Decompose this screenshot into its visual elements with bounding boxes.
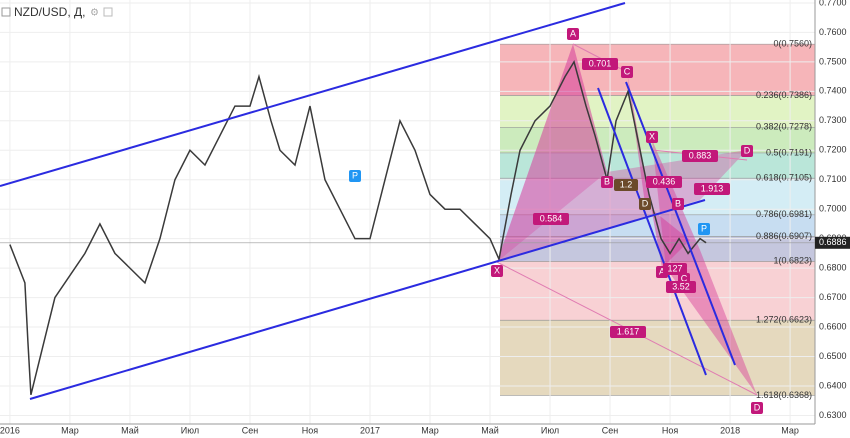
price-axis [815, 0, 850, 438]
annotation-box [533, 213, 569, 225]
annotation: 0.883 [689, 150, 712, 160]
annotation-box [698, 223, 710, 235]
annotation: 127 [667, 263, 682, 273]
annotation-box [672, 198, 684, 210]
annotation: 0.701 [589, 58, 612, 68]
annotation: P [701, 223, 707, 233]
annotation: C [624, 66, 631, 76]
annotation: A [659, 266, 665, 276]
annotation-box [601, 176, 613, 188]
x-tick-label: Ноя [302, 425, 319, 435]
annotation-box [582, 58, 618, 70]
fib-label: 1.618(0.6368) [756, 390, 812, 400]
annotation: B [675, 198, 681, 208]
fib-label: 0.618(0.7105) [756, 173, 812, 183]
annotation: C [681, 273, 688, 283]
trend-line [597, 87, 707, 376]
annotation-box [751, 402, 763, 414]
fib-band [500, 44, 815, 96]
x-tick-label: Ноя [662, 425, 679, 435]
close-icon[interactable] [103, 7, 113, 17]
x-tick-label: 2017 [360, 425, 380, 435]
fib-label: 0.236(0.7386) [756, 90, 812, 100]
x-tick-label: Сен [602, 425, 619, 435]
fib-band [500, 320, 815, 396]
annotation: 1.617 [617, 326, 640, 336]
y-tick-label: 0.6800 [819, 263, 847, 273]
fib-label: 0(0.7560) [773, 39, 812, 49]
annotation-box [610, 326, 646, 338]
annotation-box [646, 176, 682, 188]
annotation-box [663, 263, 687, 275]
x-tick-label: Мар [421, 425, 439, 435]
x-tick-label: Июл [541, 425, 559, 435]
annotation: D [642, 198, 649, 208]
annotation-box [614, 179, 638, 191]
fib-label: 1(0.6823) [773, 256, 812, 266]
annotation-box [682, 150, 718, 162]
last-price-label: 0.6886 [819, 237, 847, 247]
trend-line [625, 81, 736, 366]
chart-title: NZD/USD, Д, [14, 5, 85, 19]
y-tick-label: 0.7400 [819, 86, 847, 96]
x-tick-label: Май [481, 425, 499, 435]
annotation: D [744, 145, 751, 155]
x-tick-label: Мар [781, 425, 799, 435]
channel-line [0, 2, 626, 187]
annotation: X [494, 265, 500, 275]
y-tick-label: 0.7000 [819, 204, 847, 214]
y-tick-label: 0.6300 [819, 410, 847, 420]
annotation-box [621, 66, 633, 78]
annotation: 3.52 [672, 281, 690, 291]
x-tick-label: Май [121, 425, 139, 435]
annotation: D [754, 402, 761, 412]
y-tick-label: 0.6700 [819, 292, 847, 302]
price-line [9, 59, 707, 396]
annotation: 1.913 [701, 183, 724, 193]
y-tick-label: 0.6500 [819, 351, 847, 361]
pattern-shape [497, 150, 747, 262]
last-price-box [815, 236, 850, 249]
fib-label: 0.786(0.6981) [756, 209, 812, 219]
annotation-box [491, 265, 503, 277]
y-tick-label: 0.7500 [819, 56, 847, 66]
annotation: 0.584 [540, 213, 563, 223]
annotation-box [694, 183, 730, 195]
y-tick-label: 0.7200 [819, 145, 847, 155]
pattern-shape [497, 44, 607, 262]
annotation: P [352, 170, 358, 180]
annotation-box [567, 28, 579, 40]
time-axis [0, 424, 850, 438]
annotation: B [604, 176, 610, 186]
x-tick-label: Сен [242, 425, 259, 435]
annotation-box [349, 170, 361, 182]
x-tick-label: 2018 [720, 425, 740, 435]
annotation-box [639, 198, 651, 210]
y-tick-label: 0.7300 [819, 115, 847, 125]
x-tick-label: 2016 [0, 425, 20, 435]
settings-icon[interactable]: ⚙ [90, 8, 99, 19]
annotation-box [741, 145, 753, 157]
fib-label: 0.5(0.7191) [766, 147, 812, 157]
annotation: A [570, 28, 576, 38]
collapse-icon[interactable] [1, 7, 11, 17]
annotation: 0.436 [653, 176, 676, 186]
fib-label: 0.886(0.6907) [756, 231, 812, 241]
y-tick-label: 0.7600 [819, 27, 847, 37]
y-tick-label: 0.6600 [819, 321, 847, 331]
y-tick-label: 0.6400 [819, 380, 847, 390]
y-tick-label: 0.7100 [819, 174, 847, 184]
fib-label: 1.272(0.6623) [756, 315, 812, 325]
x-tick-label: Мар [61, 425, 79, 435]
annotation: 1.2 [620, 179, 633, 189]
annotation-box [666, 281, 696, 293]
annotation-box [646, 131, 658, 143]
channel-line [29, 199, 706, 400]
fib-label: 0.382(0.7278) [756, 122, 812, 132]
annotation: X [649, 131, 655, 141]
y-tick-label: 0.7700 [819, 0, 847, 7]
x-tick-label: Июл [181, 425, 199, 435]
